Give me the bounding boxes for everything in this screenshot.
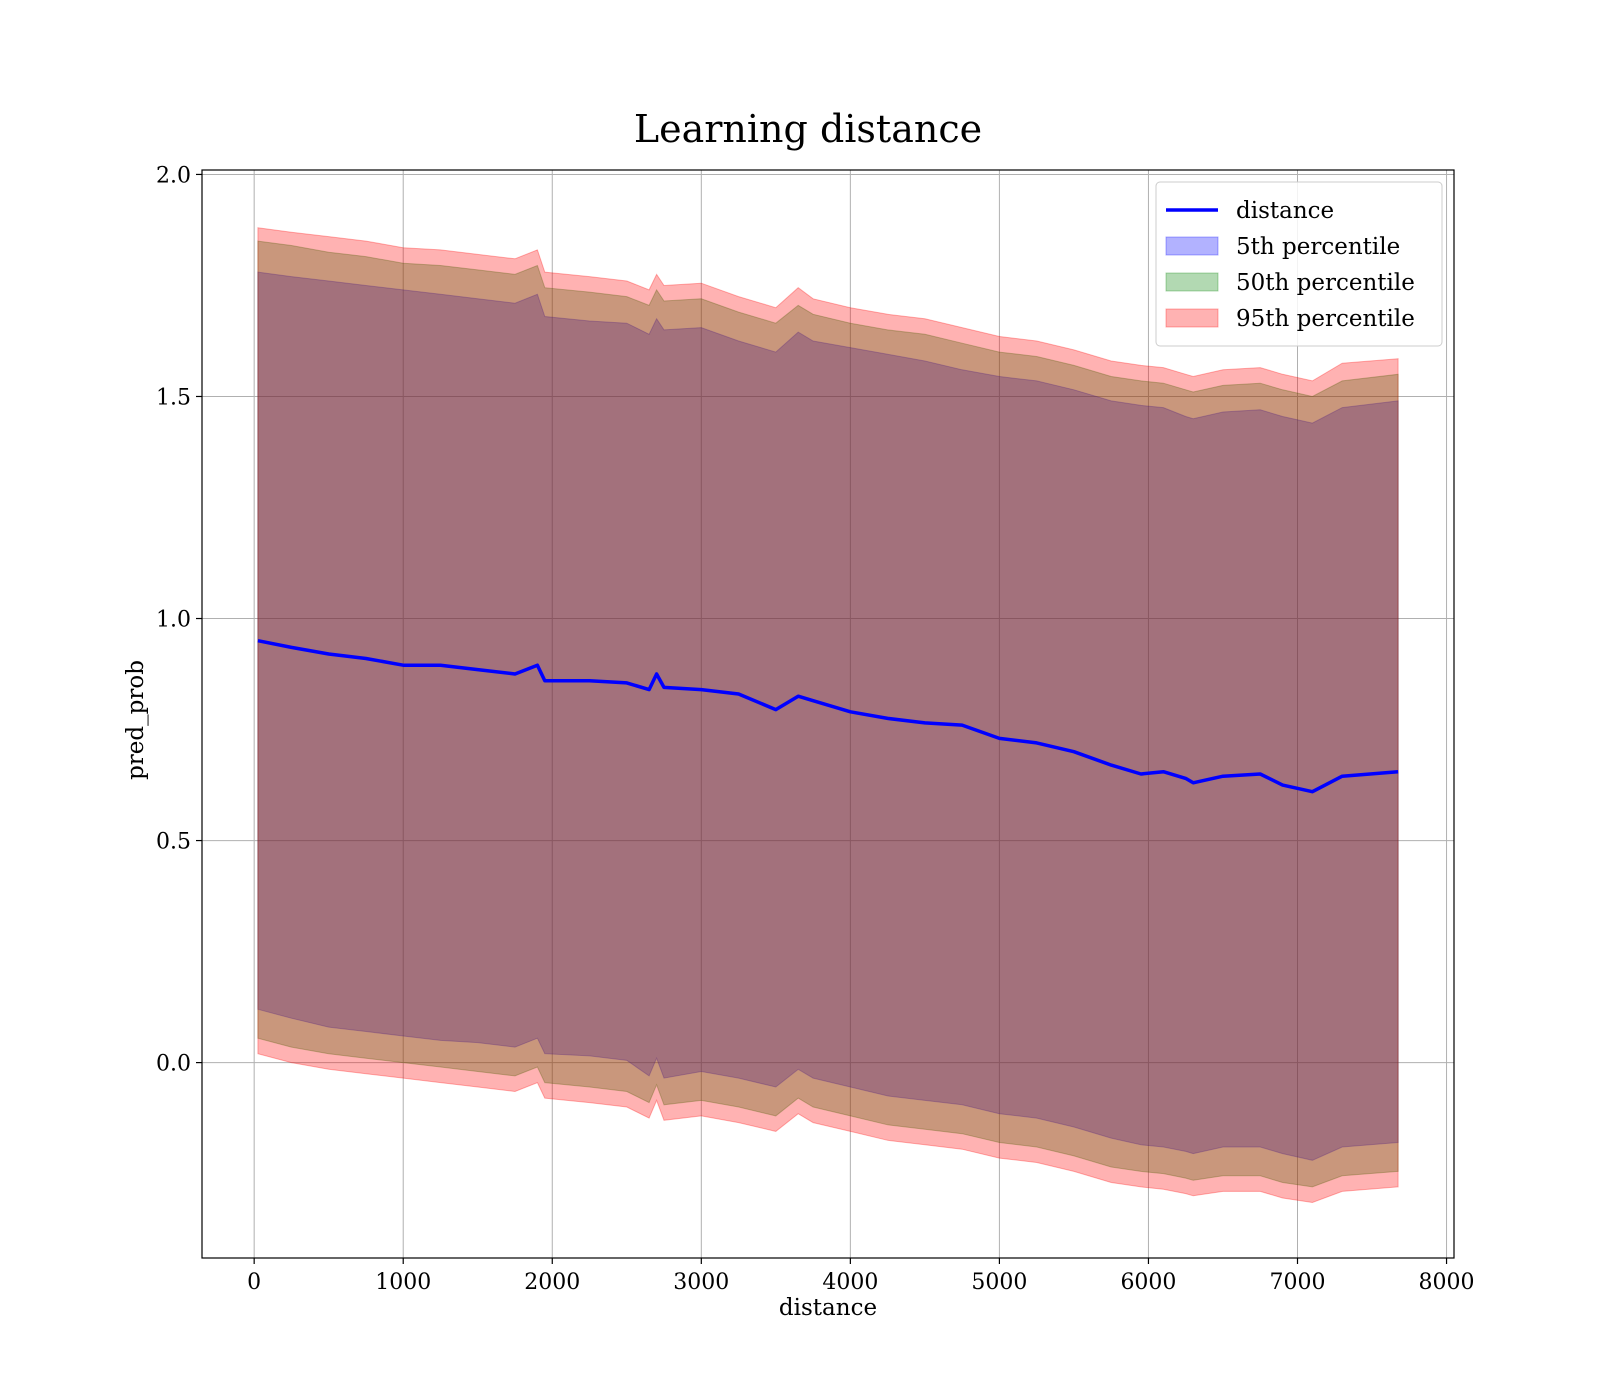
x-tick-label: 6000 [1120,1270,1176,1295]
legend-item: 95th percentile [1165,306,1415,332]
x-axis-title: distance [779,1295,877,1321]
legend-label: 95th percentile [1236,306,1415,332]
legend-box [1155,181,1443,347]
x-axis: 0 1000 2000 3000 4000 5000 6000 7000 8000 [247,1258,1475,1295]
band-5th-percentile [257,271,1399,1161]
x-tick-label: 2000 [524,1270,580,1295]
chart-title: Learning distance [634,107,982,151]
legend-swatch [1165,308,1219,328]
legend-label: distance [1236,198,1334,224]
legend-swatch [1165,272,1219,292]
x-tick-label: 0 [247,1270,261,1295]
x-tick-label: 1000 [375,1270,431,1295]
plot-frame [201,169,1455,1259]
legend-item: 50th percentile [1165,270,1415,296]
y-axis: 0.0 0.5 1.0 1.5 2.0 [156,163,202,1077]
legend-swatch [1165,236,1219,256]
x-tick-label: 5000 [971,1270,1027,1295]
x-tick-label: 7000 [1270,1270,1326,1295]
legend: distance 5th percentile 50th percentile 95t… [1155,181,1443,347]
grid [202,170,1454,1258]
y-tick-label: 1.5 [156,385,191,410]
x-tick-label: 8000 [1419,1270,1475,1295]
y-tick-label: 0.0 [156,1052,191,1077]
percentile-bands [257,227,1399,1204]
y-tick-label: 2.0 [156,163,191,188]
band-50th-percentile [257,240,1399,1188]
series-lines [257,638,1399,794]
legend-item: distance [1166,198,1334,224]
y-axis-title: pred_prob [123,660,149,780]
y-tick-label: 1.0 [156,608,191,633]
x-tick-label: 3000 [673,1270,729,1295]
legend-label: 5th percentile [1236,234,1400,260]
band-95th-percentile [257,227,1399,1204]
x-tick-label: 4000 [822,1270,878,1295]
y-tick-label: 0.5 [156,830,191,855]
line-distance [257,638,1399,794]
legend-item: 5th percentile [1165,234,1400,260]
legend-label: 50th percentile [1236,270,1415,296]
